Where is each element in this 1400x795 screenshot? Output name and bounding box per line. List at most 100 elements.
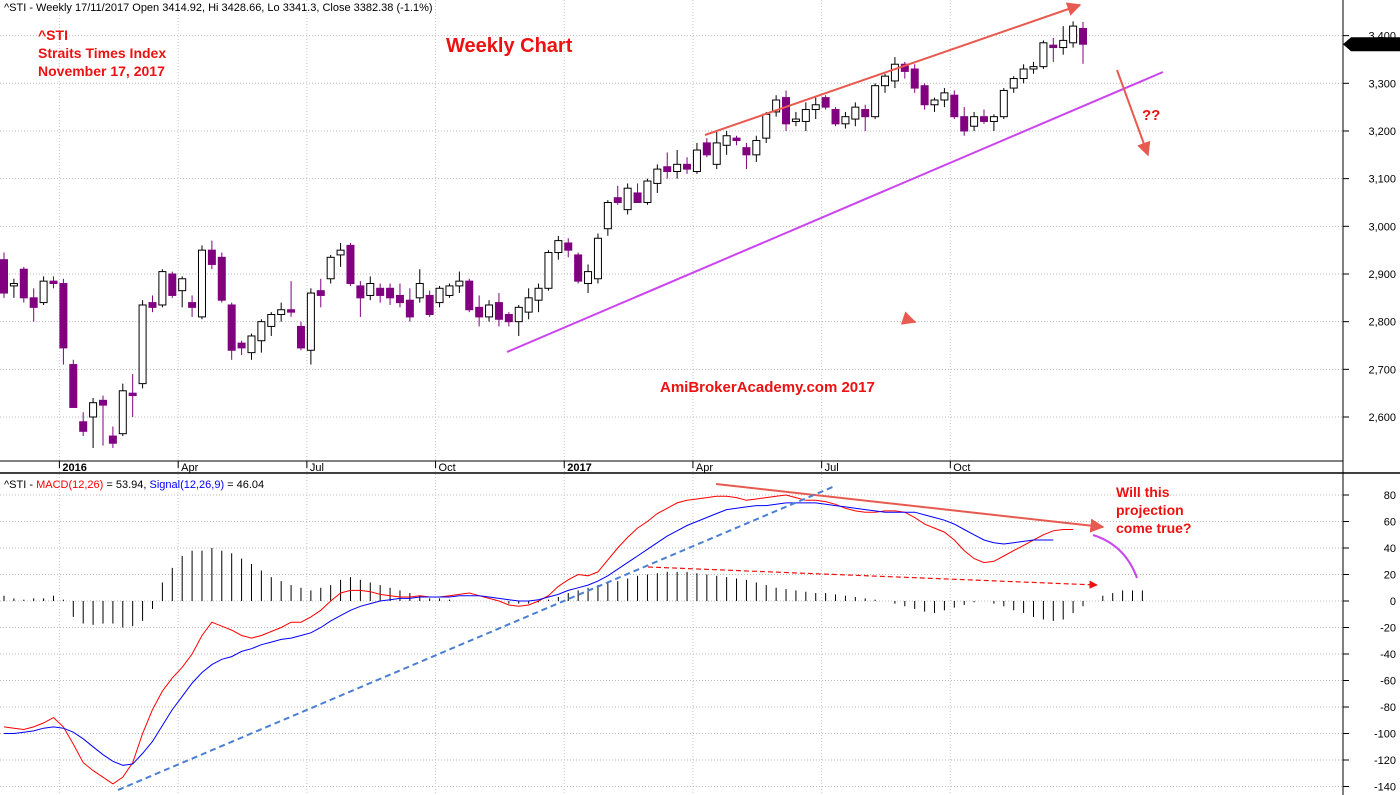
symbol-label: ^STI xyxy=(38,27,68,43)
date-axis-label: Oct xyxy=(953,462,970,474)
price-axis-label: 2,800 xyxy=(1368,317,1396,329)
macd-axis-label: 40 xyxy=(1384,543,1396,555)
drawings-layer xyxy=(117,2,1164,791)
candle-body xyxy=(663,166,672,172)
candle-body xyxy=(346,244,355,285)
candle-body xyxy=(950,94,959,118)
candle-body xyxy=(881,75,890,87)
candle-body xyxy=(49,280,58,285)
candle-body xyxy=(0,259,8,294)
candle-body xyxy=(791,118,800,122)
candle-body xyxy=(306,292,315,351)
candle-body xyxy=(326,256,335,280)
candle-body xyxy=(564,242,573,251)
candle-body xyxy=(287,309,296,313)
grid-layer xyxy=(0,0,1343,795)
last-price-label: 3,382.38 xyxy=(1355,39,1398,51)
candle-body xyxy=(623,187,632,211)
macd-prefix: ^STI - xyxy=(4,479,36,491)
candle-body xyxy=(613,197,622,203)
breakdown-arrow xyxy=(1116,69,1151,157)
candle-body xyxy=(732,137,741,142)
candle-body xyxy=(197,249,206,318)
macd-lines-layer xyxy=(3,494,1074,785)
last-price-marker xyxy=(1343,37,1400,52)
candle-body xyxy=(504,314,513,323)
date-axis-label: 2016 xyxy=(62,462,86,474)
candle-body xyxy=(158,271,167,306)
macd-legend: MACD(12,26) xyxy=(36,479,103,491)
price-axis-label: 3,200 xyxy=(1368,126,1396,138)
candle-body xyxy=(653,168,662,184)
price-axis-label: 3,000 xyxy=(1368,221,1396,233)
candle-body xyxy=(861,109,870,118)
candle-body xyxy=(405,299,414,318)
macd-last-label: 53.9438 xyxy=(1358,0,1398,3)
signal-last-label: 46.0393 xyxy=(1358,0,1398,3)
candle-body xyxy=(920,85,929,106)
date-axis-label: Jul xyxy=(310,462,324,474)
candle-body xyxy=(999,89,1008,118)
price-axis-label: 3,100 xyxy=(1368,174,1396,186)
candle-body xyxy=(1059,39,1068,49)
macd-pane-title: ^STI - MACD(12,26) = 53.94, Signal(12,26… xyxy=(4,479,264,491)
candle-body xyxy=(930,99,939,106)
price-axis-label: 3,300 xyxy=(1368,78,1396,90)
candle-body xyxy=(277,309,286,316)
candle-body xyxy=(79,421,88,432)
candle-body xyxy=(296,325,305,349)
candle-body xyxy=(960,116,969,132)
candle-body xyxy=(376,287,385,296)
macd-support-dashed-line xyxy=(117,485,836,791)
candle-body xyxy=(89,402,98,418)
candle-body xyxy=(584,271,593,285)
macd-axis-label: -100 xyxy=(1374,729,1396,741)
macd-top-resistance-line xyxy=(715,483,1105,533)
candle-body xyxy=(643,180,652,203)
candle-body xyxy=(98,399,107,406)
macd-axis-label: -20 xyxy=(1380,623,1396,635)
index-name-label: Straits Times Index xyxy=(38,45,166,61)
candle-body xyxy=(712,142,721,165)
candle-body xyxy=(415,283,424,299)
candle-body xyxy=(257,321,266,342)
candle-body xyxy=(1069,25,1078,44)
candle-body xyxy=(544,252,553,289)
candle-body xyxy=(9,283,18,287)
candle-body xyxy=(138,304,147,385)
candle-body xyxy=(702,142,711,156)
question-label: ?? xyxy=(1142,107,1160,124)
candle-body xyxy=(485,304,494,318)
histogram-trend-line xyxy=(647,566,1098,589)
candle-body xyxy=(633,192,642,203)
macd-axis-label: -140 xyxy=(1374,782,1396,794)
price-axis-label: 2,600 xyxy=(1368,412,1396,424)
candle-body xyxy=(465,280,474,311)
candle-body xyxy=(821,97,830,108)
candle-body xyxy=(673,163,682,172)
candle-body xyxy=(118,390,127,435)
candle-body xyxy=(29,297,38,308)
candle-body xyxy=(574,254,583,282)
candle-body xyxy=(247,335,256,354)
price-axis: 3,4003,3003,2003,1003,0002,9002,8002,700… xyxy=(1343,31,1400,424)
candle-body xyxy=(207,249,216,265)
candle-body xyxy=(782,97,791,125)
candle-body xyxy=(1049,44,1058,49)
signal-legend: Signal(12,26,9) xyxy=(150,479,225,491)
candle-body xyxy=(494,302,503,320)
candle-body xyxy=(455,280,464,287)
candle-body xyxy=(366,283,375,296)
candle-body xyxy=(940,92,949,101)
candle-body xyxy=(554,240,563,254)
candle-body xyxy=(593,237,602,280)
macd-axis-label: 80 xyxy=(1384,490,1396,502)
candle-body xyxy=(534,287,543,301)
candle-body xyxy=(811,104,820,111)
candle-body xyxy=(772,99,781,113)
macd-axis-label: -60 xyxy=(1380,676,1396,688)
histogram-layer xyxy=(3,548,1143,628)
candle-body xyxy=(475,306,484,318)
date-axis-label: Jul xyxy=(825,462,839,474)
